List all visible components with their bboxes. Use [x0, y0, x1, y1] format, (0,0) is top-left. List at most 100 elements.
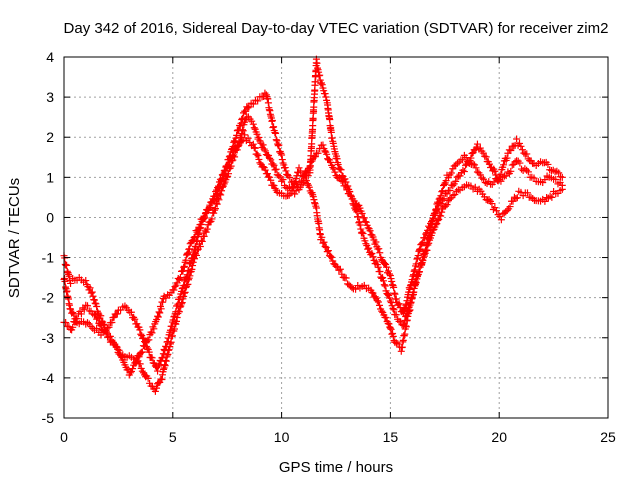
- data-point: [497, 216, 505, 224]
- data-point: [231, 153, 239, 161]
- data-point: [185, 276, 193, 284]
- data-point: [140, 334, 148, 342]
- data-point: [173, 313, 181, 321]
- data-point: [269, 160, 277, 168]
- data-point: [180, 262, 188, 270]
- data-point: [93, 325, 101, 333]
- data-point: [396, 303, 404, 311]
- data-point: [357, 225, 365, 233]
- data-point: [159, 353, 167, 361]
- data-point: [205, 205, 213, 213]
- data-point: [432, 206, 440, 214]
- data-point: [278, 156, 286, 164]
- data-point: [342, 178, 350, 186]
- data-point: [349, 200, 357, 208]
- data-point: [394, 340, 402, 348]
- data-point: [277, 149, 285, 157]
- data-point: [86, 284, 94, 292]
- data-point: [407, 299, 415, 307]
- data-point: [113, 310, 121, 318]
- data-point: [491, 167, 499, 175]
- data-point: [328, 253, 336, 261]
- data-point: [189, 262, 197, 270]
- data-point: [192, 250, 200, 258]
- data-point: [337, 166, 345, 174]
- data-point: [218, 187, 226, 195]
- data-point: [422, 247, 430, 255]
- data-point: [338, 270, 346, 278]
- data-point: [90, 296, 98, 304]
- data-point: [330, 165, 338, 173]
- data-point: [266, 173, 274, 181]
- data-point: [332, 262, 340, 270]
- data-point: [346, 191, 354, 199]
- data-point: [186, 272, 194, 280]
- data-point: [411, 282, 419, 290]
- data-point: [69, 323, 77, 331]
- data-point: [516, 159, 524, 167]
- data-point: [462, 154, 470, 162]
- x-tick-label: 10: [274, 429, 290, 445]
- data-point: [148, 354, 156, 362]
- data-point: [379, 274, 387, 282]
- data-point: [492, 207, 500, 215]
- data-point: [189, 258, 197, 266]
- data-point: [409, 290, 417, 298]
- data-point: [267, 176, 275, 184]
- data-point: [371, 293, 379, 301]
- plot-frame: [63, 56, 609, 419]
- data-point: [443, 201, 451, 209]
- data-point: [105, 333, 113, 341]
- data-point: [172, 317, 180, 325]
- data-point: [507, 167, 515, 175]
- data-point: [105, 323, 113, 331]
- data-point: [250, 144, 258, 152]
- data-point: [373, 297, 381, 305]
- data-point: [318, 81, 326, 89]
- x-tick-label: 5: [169, 429, 177, 445]
- data-point: [369, 253, 377, 261]
- data-point: [434, 198, 442, 206]
- data-point: [360, 214, 368, 222]
- data-point: [272, 136, 280, 144]
- data-point: [381, 282, 389, 290]
- data-point: [392, 311, 400, 319]
- data-point: [411, 266, 419, 274]
- data-point: [154, 367, 162, 375]
- data-point: [69, 309, 77, 317]
- data-point: [148, 329, 156, 337]
- data-point: [84, 319, 92, 327]
- data-point: [392, 295, 400, 303]
- data-point: [476, 144, 484, 152]
- data-point: [497, 170, 505, 178]
- data-point: [437, 212, 445, 220]
- data-point: [442, 202, 450, 210]
- data-point: [403, 310, 411, 318]
- data-point: [291, 190, 299, 198]
- data-point: [266, 154, 274, 162]
- data-point: [422, 242, 430, 250]
- data-point: [348, 284, 356, 292]
- data-point: [282, 167, 290, 175]
- data-point: [80, 305, 88, 313]
- data-point: [421, 248, 429, 256]
- data-point: [176, 273, 184, 281]
- data-point: [305, 183, 313, 191]
- y-tick-label: -2: [42, 290, 55, 306]
- data-point: [249, 140, 257, 148]
- data-point: [375, 245, 383, 253]
- data-point: [181, 288, 189, 296]
- data-point: [385, 320, 393, 328]
- data-point: [156, 309, 164, 317]
- data-point: [426, 228, 434, 236]
- data-point: [317, 79, 325, 87]
- data-point: [101, 327, 109, 335]
- data-point: [395, 300, 403, 308]
- data-point: [214, 195, 222, 203]
- data-point: [523, 150, 531, 158]
- data-point: [144, 374, 152, 382]
- data-point: [196, 224, 204, 232]
- data-point: [166, 340, 174, 348]
- data-point: [365, 244, 373, 252]
- data-point: [260, 145, 268, 153]
